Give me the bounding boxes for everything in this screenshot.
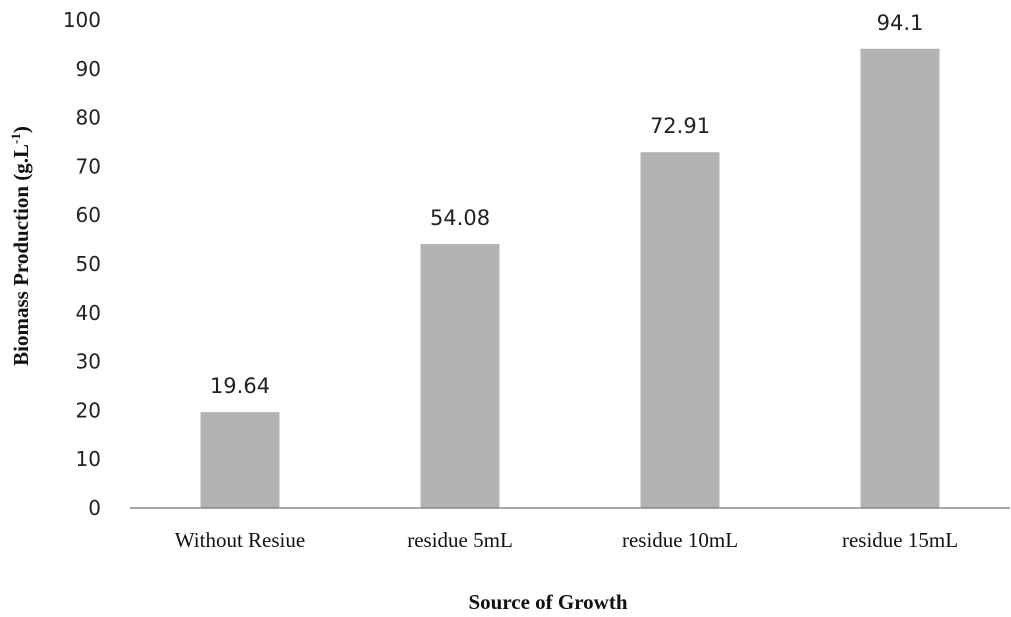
y-tick-label: 30	[76, 350, 101, 374]
x-category-label: residue 5mL	[407, 528, 513, 552]
bar	[640, 152, 720, 508]
y-axis-title-main: Biomass Production (g.L	[9, 144, 33, 366]
x-axis-categories: Without Resiue residue 5mL residue 10mL res…	[175, 528, 958, 552]
y-tick-label: 60	[76, 203, 101, 227]
x-category-label: Without Resiue	[175, 528, 305, 552]
bar	[200, 412, 280, 508]
bar-value-label: 94.1	[877, 11, 924, 35]
x-category-label: residue 10mL	[622, 528, 738, 552]
y-axis-title-close: )	[9, 126, 33, 133]
y-tick-label: 80	[76, 106, 101, 130]
y-axis-title-superscript: -1	[8, 133, 23, 144]
bar-value-label: 54.08	[430, 206, 490, 230]
y-tick-label: 90	[76, 57, 101, 81]
bar	[860, 48, 940, 509]
bar-value-label: 19.64	[210, 374, 270, 398]
y-tick-label: 0	[88, 496, 101, 520]
bars	[200, 48, 940, 509]
y-tick-label: 70	[76, 154, 101, 178]
x-axis-title: Source of Growth	[468, 590, 627, 614]
bar	[420, 244, 500, 508]
y-axis-ticks: 0 10 20 30 40 50 60 70 80 90 100	[63, 8, 101, 520]
bar-value-label: 72.91	[650, 114, 710, 138]
y-tick-label: 50	[76, 252, 101, 276]
y-tick-label: 100	[63, 8, 101, 32]
x-category-label: residue 15mL	[842, 528, 958, 552]
y-tick-label: 10	[76, 447, 101, 471]
data-labels: 19.64 54.08 72.91 94.1	[210, 11, 923, 398]
y-tick-label: 20	[76, 398, 101, 422]
y-tick-label: 40	[76, 301, 101, 325]
y-axis-title: Biomass Production (g.L-1)	[8, 126, 33, 366]
